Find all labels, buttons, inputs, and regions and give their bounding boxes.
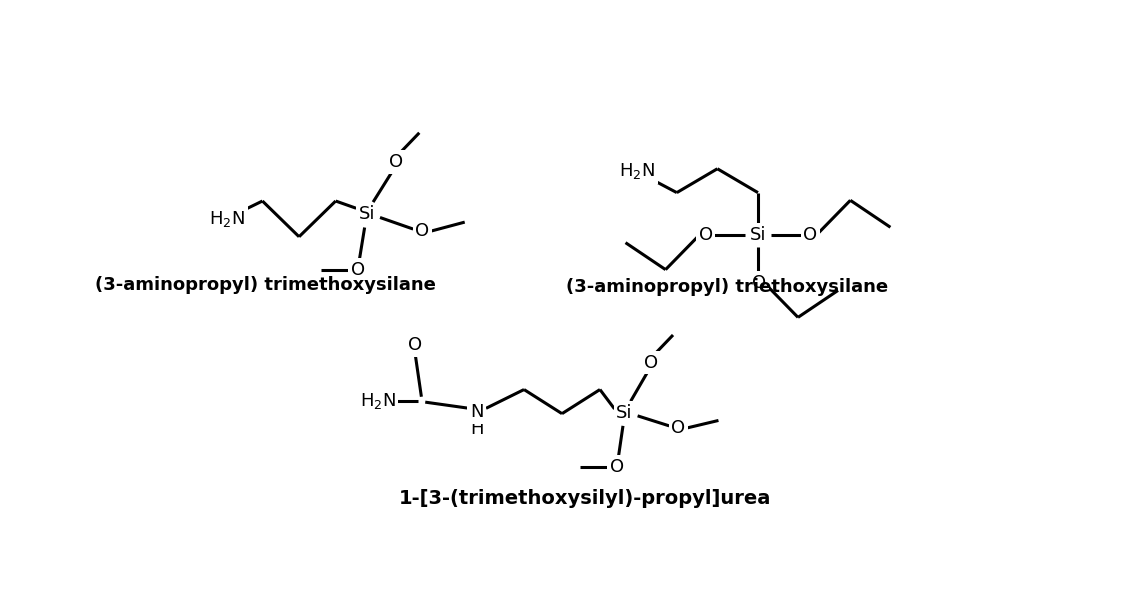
Text: (3-aminopropyl) trimethoxysilane: (3-aminopropyl) trimethoxysilane — [95, 276, 435, 294]
Text: O: O — [609, 458, 624, 475]
Text: Si: Si — [750, 226, 766, 244]
Text: Si: Si — [359, 205, 375, 223]
Text: O: O — [698, 226, 713, 244]
Text: H$_2$N: H$_2$N — [620, 161, 655, 181]
Text: O: O — [804, 226, 817, 244]
Text: H$_2$N: H$_2$N — [360, 391, 395, 411]
Text: H$_2$N: H$_2$N — [209, 209, 245, 229]
Text: O: O — [415, 223, 430, 240]
Text: H: H — [470, 420, 483, 438]
Text: O: O — [645, 353, 658, 372]
Text: 1-[3-(trimethoxysilyl)-propyl]urea: 1-[3-(trimethoxysilyl)-propyl]urea — [399, 489, 772, 508]
Text: O: O — [752, 274, 767, 292]
Text: O: O — [408, 336, 422, 354]
Text: O: O — [389, 153, 403, 171]
Text: O: O — [351, 261, 365, 279]
Text: O: O — [671, 419, 686, 437]
Text: (3-aminopropyl) triethoxysilane: (3-aminopropyl) triethoxysilane — [566, 278, 888, 295]
Text: N: N — [470, 403, 483, 421]
Text: Si: Si — [616, 404, 633, 422]
